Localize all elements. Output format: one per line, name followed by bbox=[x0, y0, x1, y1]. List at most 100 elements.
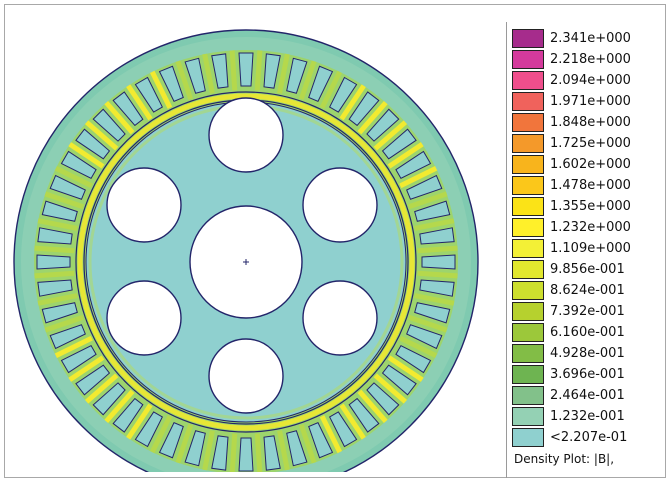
stator-tooth bbox=[175, 60, 194, 100]
legend-label: 2.341e+000 bbox=[550, 30, 631, 46]
stator-tooth bbox=[408, 191, 448, 210]
legend-label: 3.696e-001 bbox=[550, 366, 625, 382]
rotor-hole-upper-left bbox=[106, 167, 182, 243]
legend-swatch bbox=[512, 385, 544, 405]
legend-label: 2.464e-001 bbox=[550, 387, 625, 403]
stator-tooth bbox=[44, 191, 84, 210]
color-legend: 2.341e+000 2.218e+000 2.094e+000 1.971e+000… bbox=[512, 28, 666, 452]
stator-slot bbox=[419, 279, 455, 297]
legend-swatch bbox=[512, 49, 544, 69]
stator-tooth bbox=[387, 355, 424, 382]
legend-row: 1.232e+000 bbox=[512, 217, 666, 237]
stator-tooth bbox=[68, 355, 105, 382]
stator-tooth bbox=[408, 314, 448, 333]
legend-label: 1.232e+000 bbox=[550, 219, 631, 235]
stator-tooth bbox=[387, 142, 424, 169]
stator-tooth bbox=[339, 84, 366, 121]
legend-row: 1.848e+000 bbox=[512, 112, 666, 132]
stator-slot bbox=[414, 302, 451, 324]
legend-row: 4.928e-001 bbox=[512, 343, 666, 363]
legend-row: 1.602e+000 bbox=[512, 154, 666, 174]
stator-slot bbox=[60, 345, 97, 374]
stator-tooth bbox=[37, 218, 78, 231]
stator-tooth bbox=[298, 60, 317, 100]
stator-tooth bbox=[339, 403, 366, 440]
stator-tooth bbox=[175, 424, 194, 464]
stator-slot bbox=[112, 397, 144, 433]
stator-slot bbox=[381, 364, 417, 396]
legend-swatch bbox=[512, 70, 544, 90]
stator-tooth bbox=[126, 84, 153, 121]
stator-slot bbox=[406, 324, 443, 350]
legend-label: 1.355e+000 bbox=[550, 198, 631, 214]
legend-row: 8.624e-001 bbox=[512, 280, 666, 300]
stator-slot bbox=[286, 57, 308, 94]
legend-swatch bbox=[512, 154, 544, 174]
stator-tooth bbox=[277, 430, 290, 471]
stator-tooth bbox=[373, 373, 408, 404]
legend-row: 1.109e+000 bbox=[512, 238, 666, 258]
stator-tooth bbox=[414, 218, 455, 231]
stator-tooth bbox=[357, 389, 388, 424]
legend-row: 1.971e+000 bbox=[512, 91, 666, 111]
stator-tooth bbox=[298, 424, 317, 464]
legend-swatch bbox=[512, 196, 544, 216]
stator-slot bbox=[134, 411, 163, 448]
legend-row: 2.464e-001 bbox=[512, 385, 666, 405]
stator-slot bbox=[421, 254, 456, 270]
legend-swatch bbox=[512, 112, 544, 132]
stator-slot bbox=[238, 437, 254, 472]
legend-label: <2.207e-01 bbox=[550, 429, 628, 445]
stator-slot bbox=[41, 200, 78, 222]
stator-slots bbox=[34, 50, 458, 472]
legend-swatch bbox=[512, 217, 544, 237]
stator-tooth bbox=[44, 314, 84, 333]
rotor-hole-upper-right bbox=[302, 167, 378, 243]
stator-slot bbox=[395, 345, 432, 374]
stator-slot bbox=[263, 435, 281, 471]
stator-slot bbox=[414, 200, 451, 222]
stator-slot bbox=[419, 227, 455, 245]
stator-tooth bbox=[34, 270, 75, 279]
stator-slot bbox=[75, 128, 111, 160]
stator-slot bbox=[184, 430, 206, 467]
legend-label: 8.624e-001 bbox=[550, 282, 625, 298]
density-plot bbox=[13, 29, 479, 472]
stator-slot bbox=[211, 53, 229, 89]
stator-tooth bbox=[202, 430, 215, 471]
legend-swatch bbox=[512, 91, 544, 111]
legend-label: 2.218e+000 bbox=[550, 51, 631, 67]
stator-slot bbox=[366, 108, 400, 142]
legend-divider bbox=[506, 22, 507, 478]
rotor-hole-lower-right bbox=[302, 280, 378, 356]
stator-tooth bbox=[373, 120, 408, 151]
stator-tooth bbox=[319, 70, 343, 109]
stator-slot bbox=[381, 128, 417, 160]
legend-swatch bbox=[512, 427, 544, 447]
legend-label: 2.094e+000 bbox=[550, 72, 631, 88]
rotor-hole-bottom bbox=[208, 338, 284, 414]
stator-tooth bbox=[254, 50, 263, 91]
stator-slot bbox=[238, 52, 254, 87]
stator-tooth bbox=[34, 245, 75, 254]
stator-tooth bbox=[277, 53, 290, 94]
legend-row: 1.232e-001 bbox=[512, 406, 666, 426]
legend-swatch bbox=[512, 343, 544, 363]
stator-slot bbox=[49, 324, 86, 350]
stator-slot bbox=[395, 150, 432, 179]
legend-swatch bbox=[512, 28, 544, 48]
legend-label: 1.109e+000 bbox=[550, 240, 631, 256]
stator-tooth bbox=[229, 433, 238, 472]
stator-slot bbox=[92, 382, 126, 416]
legend-label: 7.392e-001 bbox=[550, 303, 625, 319]
stator-tooth bbox=[84, 120, 119, 151]
legend-caption: Density Plot: |B|, bbox=[514, 452, 615, 466]
stator-tooth bbox=[104, 389, 135, 424]
stator-tooth bbox=[104, 100, 135, 135]
legend-row: 3.696e-001 bbox=[512, 364, 666, 384]
stator-slot bbox=[406, 174, 443, 200]
stator-tooth bbox=[37, 293, 78, 306]
stator-tooth bbox=[254, 433, 263, 472]
stator-slot bbox=[366, 382, 400, 416]
stator-slot bbox=[92, 108, 126, 142]
